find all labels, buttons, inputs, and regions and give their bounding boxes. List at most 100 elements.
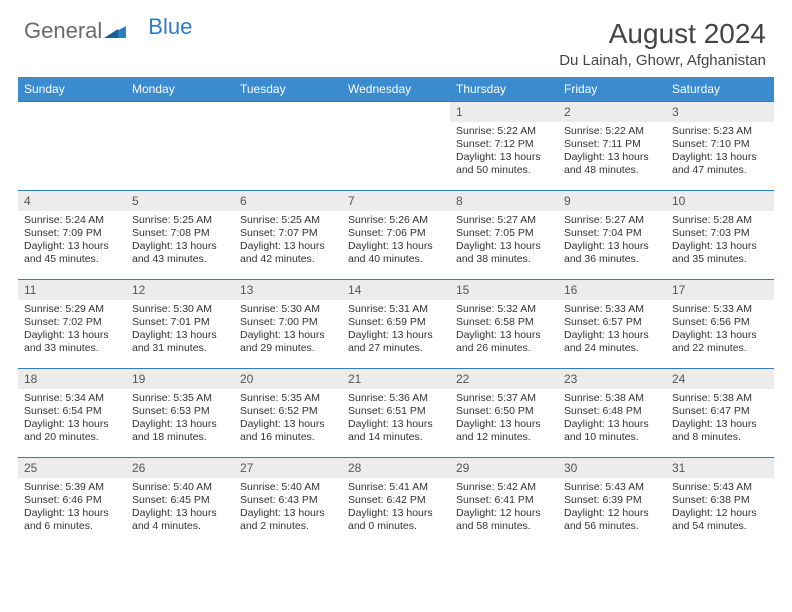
calendar-cell: 18Sunrise: 5:34 AMSunset: 6:54 PMDayligh… <box>18 369 126 457</box>
calendar-cell: 31Sunrise: 5:43 AMSunset: 6:38 PMDayligh… <box>666 458 774 546</box>
day-number: 31 <box>666 458 774 478</box>
day-details: Sunrise: 5:30 AMSunset: 7:01 PMDaylight:… <box>126 300 234 360</box>
calendar-cell: 27Sunrise: 5:40 AMSunset: 6:43 PMDayligh… <box>234 458 342 546</box>
day-number: 24 <box>666 369 774 389</box>
day-number: 27 <box>234 458 342 478</box>
sunset-text: Sunset: 7:05 PM <box>456 227 552 240</box>
daylight-text: Daylight: 13 hours and 36 minutes. <box>564 240 660 266</box>
calendar-cell: 26Sunrise: 5:40 AMSunset: 6:45 PMDayligh… <box>126 458 234 546</box>
calendar-cell: 14Sunrise: 5:31 AMSunset: 6:59 PMDayligh… <box>342 280 450 368</box>
day-details: Sunrise: 5:27 AMSunset: 7:05 PMDaylight:… <box>450 211 558 271</box>
calendar-cell: 16Sunrise: 5:33 AMSunset: 6:57 PMDayligh… <box>558 280 666 368</box>
sunrise-text: Sunrise: 5:27 AM <box>564 214 660 227</box>
daylight-text: Daylight: 13 hours and 12 minutes. <box>456 418 552 444</box>
daylight-text: Daylight: 13 hours and 48 minutes. <box>564 151 660 177</box>
daylight-text: Daylight: 13 hours and 31 minutes. <box>132 329 228 355</box>
calendar-cell: 22Sunrise: 5:37 AMSunset: 6:50 PMDayligh… <box>450 369 558 457</box>
logo-triangle-icon <box>104 18 126 44</box>
day-details: Sunrise: 5:22 AMSunset: 7:12 PMDaylight:… <box>450 122 558 182</box>
calendar-cell: 20Sunrise: 5:35 AMSunset: 6:52 PMDayligh… <box>234 369 342 457</box>
week-row: 25Sunrise: 5:39 AMSunset: 6:46 PMDayligh… <box>18 457 774 546</box>
sunrise-text: Sunrise: 5:35 AM <box>132 392 228 405</box>
calendar-cell: 4Sunrise: 5:24 AMSunset: 7:09 PMDaylight… <box>18 191 126 279</box>
day-details: Sunrise: 5:25 AMSunset: 7:08 PMDaylight:… <box>126 211 234 271</box>
daylight-text: Daylight: 13 hours and 43 minutes. <box>132 240 228 266</box>
calendar-cell <box>342 102 450 190</box>
day-details: Sunrise: 5:36 AMSunset: 6:51 PMDaylight:… <box>342 389 450 449</box>
calendar-cell: 19Sunrise: 5:35 AMSunset: 6:53 PMDayligh… <box>126 369 234 457</box>
daylight-text: Daylight: 13 hours and 4 minutes. <box>132 507 228 533</box>
day-number: 21 <box>342 369 450 389</box>
sunset-text: Sunset: 7:07 PM <box>240 227 336 240</box>
week-row: 18Sunrise: 5:34 AMSunset: 6:54 PMDayligh… <box>18 368 774 457</box>
sunrise-text: Sunrise: 5:30 AM <box>240 303 336 316</box>
calendar-cell: 13Sunrise: 5:30 AMSunset: 7:00 PMDayligh… <box>234 280 342 368</box>
day-number <box>342 102 450 108</box>
sunset-text: Sunset: 6:54 PM <box>24 405 120 418</box>
day-details: Sunrise: 5:37 AMSunset: 6:50 PMDaylight:… <box>450 389 558 449</box>
day-number: 23 <box>558 369 666 389</box>
day-number <box>234 102 342 108</box>
calendar-cell: 25Sunrise: 5:39 AMSunset: 6:46 PMDayligh… <box>18 458 126 546</box>
day-number: 13 <box>234 280 342 300</box>
sunrise-text: Sunrise: 5:42 AM <box>456 481 552 494</box>
calendar-cell: 15Sunrise: 5:32 AMSunset: 6:58 PMDayligh… <box>450 280 558 368</box>
day-number <box>18 102 126 108</box>
calendar-cell: 29Sunrise: 5:42 AMSunset: 6:41 PMDayligh… <box>450 458 558 546</box>
sunrise-text: Sunrise: 5:26 AM <box>348 214 444 227</box>
calendar-cell: 21Sunrise: 5:36 AMSunset: 6:51 PMDayligh… <box>342 369 450 457</box>
day-number: 3 <box>666 102 774 122</box>
day-details: Sunrise: 5:30 AMSunset: 7:00 PMDaylight:… <box>234 300 342 360</box>
sunset-text: Sunset: 7:12 PM <box>456 138 552 151</box>
calendar-cell: 7Sunrise: 5:26 AMSunset: 7:06 PMDaylight… <box>342 191 450 279</box>
day-details: Sunrise: 5:41 AMSunset: 6:42 PMDaylight:… <box>342 478 450 538</box>
daylight-text: Daylight: 13 hours and 47 minutes. <box>672 151 768 177</box>
daylight-text: Daylight: 13 hours and 16 minutes. <box>240 418 336 444</box>
sunrise-text: Sunrise: 5:22 AM <box>456 125 552 138</box>
sunset-text: Sunset: 7:08 PM <box>132 227 228 240</box>
calendar-cell <box>234 102 342 190</box>
day-details: Sunrise: 5:43 AMSunset: 6:38 PMDaylight:… <box>666 478 774 538</box>
sunrise-text: Sunrise: 5:33 AM <box>564 303 660 316</box>
calendar-cell: 1Sunrise: 5:22 AMSunset: 7:12 PMDaylight… <box>450 102 558 190</box>
sunrise-text: Sunrise: 5:34 AM <box>24 392 120 405</box>
daylight-text: Daylight: 13 hours and 29 minutes. <box>240 329 336 355</box>
daylight-text: Daylight: 13 hours and 2 minutes. <box>240 507 336 533</box>
sunset-text: Sunset: 6:53 PM <box>132 405 228 418</box>
day-number: 17 <box>666 280 774 300</box>
daylight-text: Daylight: 13 hours and 35 minutes. <box>672 240 768 266</box>
daylight-text: Daylight: 13 hours and 33 minutes. <box>24 329 120 355</box>
sunset-text: Sunset: 6:50 PM <box>456 405 552 418</box>
day-header-sunday: Sunday <box>18 77 126 101</box>
daylight-text: Daylight: 13 hours and 6 minutes. <box>24 507 120 533</box>
day-details: Sunrise: 5:31 AMSunset: 6:59 PMDaylight:… <box>342 300 450 360</box>
day-details: Sunrise: 5:40 AMSunset: 6:45 PMDaylight:… <box>126 478 234 538</box>
day-details: Sunrise: 5:43 AMSunset: 6:39 PMDaylight:… <box>558 478 666 538</box>
location: Du Lainah, Ghowr, Afghanistan <box>559 52 766 69</box>
day-number: 12 <box>126 280 234 300</box>
day-details: Sunrise: 5:33 AMSunset: 6:57 PMDaylight:… <box>558 300 666 360</box>
calendar-cell: 30Sunrise: 5:43 AMSunset: 6:39 PMDayligh… <box>558 458 666 546</box>
day-number: 7 <box>342 191 450 211</box>
sunset-text: Sunset: 6:46 PM <box>24 494 120 507</box>
logo-text-blue: Blue <box>148 14 192 40</box>
week-row: 11Sunrise: 5:29 AMSunset: 7:02 PMDayligh… <box>18 279 774 368</box>
sunrise-text: Sunrise: 5:25 AM <box>132 214 228 227</box>
day-header-thursday: Thursday <box>450 77 558 101</box>
sunset-text: Sunset: 6:51 PM <box>348 405 444 418</box>
sunset-text: Sunset: 7:03 PM <box>672 227 768 240</box>
sunrise-text: Sunrise: 5:35 AM <box>240 392 336 405</box>
day-number: 14 <box>342 280 450 300</box>
day-number: 25 <box>18 458 126 478</box>
calendar-cell <box>126 102 234 190</box>
day-number: 29 <box>450 458 558 478</box>
day-number: 1 <box>450 102 558 122</box>
sunrise-text: Sunrise: 5:36 AM <box>348 392 444 405</box>
daylight-text: Daylight: 13 hours and 10 minutes. <box>564 418 660 444</box>
calendar-cell: 2Sunrise: 5:22 AMSunset: 7:11 PMDaylight… <box>558 102 666 190</box>
calendar-cell: 3Sunrise: 5:23 AMSunset: 7:10 PMDaylight… <box>666 102 774 190</box>
sunset-text: Sunset: 6:42 PM <box>348 494 444 507</box>
sunrise-text: Sunrise: 5:29 AM <box>24 303 120 316</box>
calendar: SundayMondayTuesdayWednesdayThursdayFrid… <box>0 77 792 546</box>
daylight-text: Daylight: 13 hours and 24 minutes. <box>564 329 660 355</box>
